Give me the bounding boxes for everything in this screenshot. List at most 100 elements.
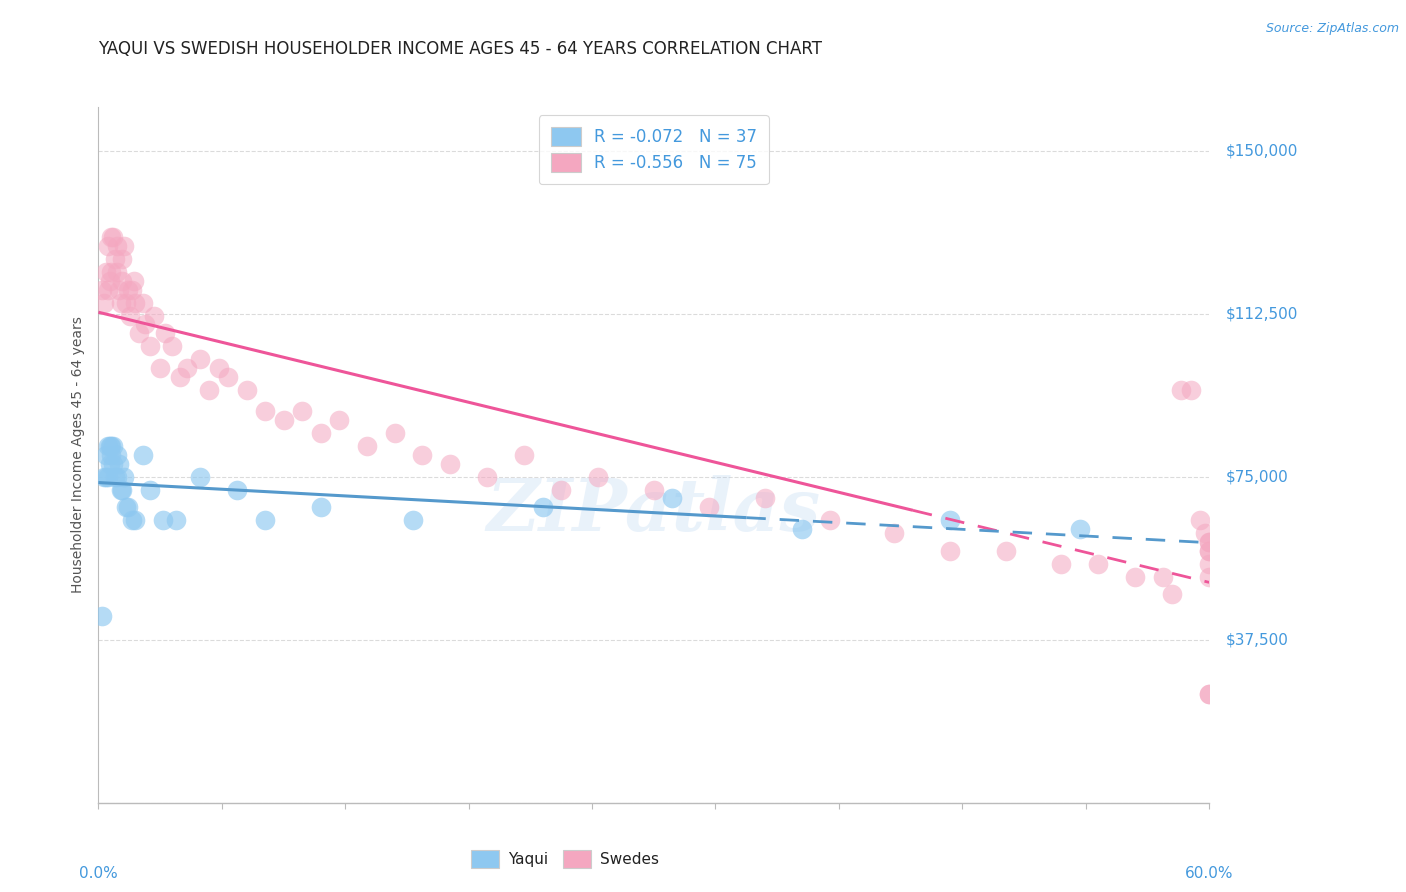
Point <box>188 469 211 483</box>
Point <box>107 283 129 297</box>
Point <box>513 448 536 462</box>
Point <box>1198 687 1220 701</box>
Point <box>98 457 121 471</box>
Point <box>128 326 150 341</box>
Point <box>148 361 170 376</box>
Text: 0.0%: 0.0% <box>79 866 118 881</box>
Point <box>152 513 174 527</box>
Point <box>253 404 276 418</box>
Point <box>883 526 905 541</box>
Point <box>226 483 249 497</box>
Point <box>475 469 499 483</box>
Point <box>91 283 114 297</box>
Point <box>328 413 350 427</box>
Point <box>309 500 332 514</box>
Point <box>790 522 813 536</box>
Point <box>139 483 162 497</box>
Point <box>143 309 166 323</box>
Text: $112,500: $112,500 <box>1226 306 1298 321</box>
Point <box>115 295 138 310</box>
Point <box>153 326 176 341</box>
Point <box>235 383 257 397</box>
Point <box>94 448 117 462</box>
Y-axis label: Householder Income Ages 45 - 64 years: Householder Income Ages 45 - 64 years <box>72 317 86 593</box>
Point <box>134 318 156 332</box>
Point <box>939 513 962 527</box>
Point <box>253 513 276 527</box>
Point <box>439 457 461 471</box>
Point <box>1188 513 1211 527</box>
Point <box>939 543 962 558</box>
Point <box>1198 535 1220 549</box>
Point <box>100 230 122 244</box>
Point <box>132 448 155 462</box>
Point <box>699 500 721 514</box>
Point <box>103 457 125 471</box>
Point <box>124 513 146 527</box>
Point <box>112 239 135 253</box>
Point <box>118 309 141 323</box>
Text: ZIPatlas: ZIPatlas <box>486 475 821 546</box>
Point <box>402 513 425 527</box>
Point <box>1198 543 1220 558</box>
Legend: Yaqui, Swedes: Yaqui, Swedes <box>464 842 666 875</box>
Point <box>104 469 127 483</box>
Point <box>117 500 139 514</box>
Point <box>356 439 378 453</box>
Point <box>309 426 332 441</box>
Point <box>1198 687 1220 701</box>
Point <box>994 543 1017 558</box>
Point <box>1050 557 1073 571</box>
Point <box>111 483 134 497</box>
Text: $75,000: $75,000 <box>1226 469 1288 484</box>
Point <box>169 369 191 384</box>
Point <box>97 283 120 297</box>
Point <box>103 439 125 453</box>
Point <box>121 283 143 297</box>
Point <box>1087 557 1109 571</box>
Point <box>1180 383 1202 397</box>
Text: $37,500: $37,500 <box>1226 632 1289 648</box>
Point <box>97 239 120 253</box>
Point <box>100 265 122 279</box>
Point <box>208 361 231 376</box>
Point <box>110 295 132 310</box>
Point <box>94 265 117 279</box>
Point <box>818 513 841 527</box>
Point <box>1170 383 1192 397</box>
Point <box>291 404 314 418</box>
Point <box>115 500 138 514</box>
Point <box>104 252 127 267</box>
Point <box>105 265 128 279</box>
Point <box>1198 543 1220 558</box>
Point <box>1123 570 1146 584</box>
Point <box>1161 587 1184 601</box>
Point <box>122 274 145 288</box>
Point <box>105 239 128 253</box>
Point <box>100 439 122 453</box>
Point <box>217 369 239 384</box>
Point <box>111 252 134 267</box>
Point <box>1069 522 1091 536</box>
Point <box>531 500 554 514</box>
Point <box>162 339 184 353</box>
Point <box>93 295 115 310</box>
Point <box>105 469 128 483</box>
Point <box>112 469 135 483</box>
Point <box>105 448 128 462</box>
Point <box>107 457 129 471</box>
Point <box>103 230 125 244</box>
Point <box>98 274 121 288</box>
Point <box>111 274 134 288</box>
Point <box>1194 526 1216 541</box>
Point <box>97 439 120 453</box>
Point <box>188 352 211 367</box>
Point <box>273 413 295 427</box>
Point <box>165 513 187 527</box>
Text: $150,000: $150,000 <box>1226 143 1298 158</box>
Text: Source: ZipAtlas.com: Source: ZipAtlas.com <box>1265 22 1399 36</box>
Point <box>100 448 122 462</box>
Point <box>643 483 665 497</box>
Point <box>1152 570 1174 584</box>
Text: 60.0%: 60.0% <box>1185 866 1233 881</box>
